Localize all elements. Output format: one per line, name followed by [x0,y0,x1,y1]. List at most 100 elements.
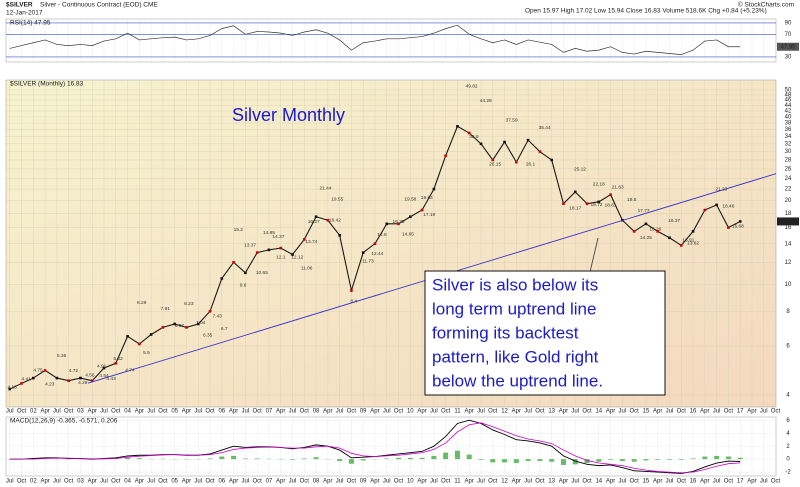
point-label: 5.5 [143,350,150,356]
price-point [467,131,471,135]
price-point [255,251,259,254]
point-label: 35.44 [539,125,551,131]
histogram-bar [667,459,673,460]
price-point [302,238,306,241]
x-tick-label: Jul [760,479,768,485]
histogram-bar [513,459,519,464]
x-tick-label: 15 [643,479,650,485]
point-label: 8.4 [350,299,357,305]
x-tick-label: Oct [111,409,121,415]
price-point [279,246,283,250]
point-label: 4.13 [7,384,17,390]
x-tick-label: Jul [194,409,202,415]
y-tick-label: 14 [785,241,792,247]
price-point [573,190,577,194]
y-tick-label: 4 [786,431,790,437]
histogram-bar [537,459,543,462]
x-tick-label: Jul [289,409,297,415]
x-tick-label: Jul [571,479,579,485]
x-tick-label: 12 [501,409,508,415]
histogram-bar [337,459,343,462]
point-label: 4.41 [22,376,32,382]
histogram-bar [407,457,413,460]
x-tick-label: Apr [276,479,285,485]
x-tick-label: Jul [383,479,391,485]
x-tick-label: Oct [347,409,357,415]
point-label: 14.25 [640,235,652,241]
x-tick-label: Apr [653,479,662,485]
y-tick-label: 30 [785,54,792,60]
point-label: 19.5 [627,197,637,203]
x-tick-label: Apr [700,479,709,485]
x-tick-label: Oct [158,409,168,415]
price-point [138,342,141,346]
point-label: 13.37 [244,242,256,248]
price-point [432,187,436,191]
x-tick-label: Apr [559,409,568,415]
x-tick-label: Jul [242,479,250,485]
rsi-line [9,24,741,55]
y-tick-label: 22 [785,187,792,193]
price-point [43,369,47,372]
x-tick-label: Apr [512,479,521,485]
annotation-line: below the uptrend line. [432,371,603,390]
y-tick-label: 44 [785,103,792,109]
x-tick-label: Jul [524,409,532,415]
x-tick-label: Oct [724,479,734,485]
x-tick-label: 04 [124,479,131,485]
x-tick-label: Jul [524,479,532,485]
x-tick-label: Oct [252,409,262,415]
point-label: 19.58 [404,196,416,202]
point-label: 17.19 [423,212,435,218]
x-tick-label: Apr [229,409,238,415]
y-tick-label: 18 [785,211,792,217]
point-label: 32.8 [469,134,479,140]
x-tick-label: Apr [323,479,332,485]
y-tick-label: 4 [786,393,790,399]
histogram-bar [443,452,449,460]
price-point [538,150,542,153]
histogram-bar [702,456,708,460]
price-point [79,376,82,380]
x-tick-label: Apr [606,409,615,415]
annotation-line: pattern, like Gold right [432,347,599,366]
x-tick-label: Oct [677,409,687,415]
price-point [114,361,118,365]
x-tick-label: Jul [53,479,61,485]
rsi-panel [5,18,777,63]
histogram-bar [714,455,720,460]
x-tick-label: 07 [266,479,273,485]
point-label: 12.44 [371,251,383,257]
histogram-bar [254,458,260,460]
price-point [585,202,589,205]
x-tick-label: 16 [690,409,697,415]
credit: © StockCharts.com [738,1,794,9]
price-point [55,376,59,380]
point-label: 14.65 [402,231,414,237]
x-tick-label: Jul [383,409,391,415]
point-label: 16.37 [668,218,680,224]
x-tick-label: 15 [643,409,650,415]
price-point [208,309,212,313]
x-tick-label: 13 [548,479,555,485]
histogram-bar [242,458,248,460]
x-tick-label: 06 [218,409,225,415]
x-tick-label: Jul [147,409,155,415]
price-point [102,366,106,370]
y-tick-label: 10 [785,282,792,288]
y-tick-label: -2 [785,470,791,476]
histogram-bar [655,459,661,460]
price-point [550,158,553,162]
histogram-bar [596,459,602,462]
price-point [703,208,707,212]
x-tick-label: Jul [666,479,674,485]
point-label: 6.35 [203,332,213,338]
price-point [20,382,23,385]
x-tick-label: Apr [88,409,97,415]
price-point [267,248,271,252]
histogram-bar [466,454,472,460]
price-point [67,379,70,383]
price-point [397,222,400,226]
subtitle: Silver - Continuous Contract (EOD) CME [40,2,158,9]
